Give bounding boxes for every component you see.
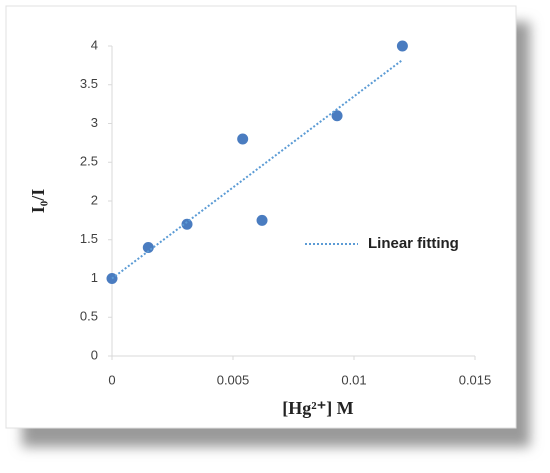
legend-label: Linear fitting <box>368 235 459 252</box>
y-tick-label: 0 <box>91 347 98 362</box>
x-tick-label: 0 <box>108 372 115 387</box>
y-tick-label: 2 <box>91 192 98 207</box>
y-tick-label: 0.5 <box>80 309 98 324</box>
trend-line <box>111 59 404 280</box>
y-tick-label: 2.5 <box>80 154 98 169</box>
y-tick-label: 1 <box>91 270 98 285</box>
x-tick-label: 0.015 <box>459 372 492 387</box>
x-axis-label: [Hg²⁺] M <box>282 398 353 418</box>
y-tick-label: 3 <box>91 115 98 130</box>
y-axis-label: I₀/I <box>28 189 48 213</box>
x-tick-label: 0.005 <box>217 372 250 387</box>
x-tick-label: 0.01 <box>341 372 366 387</box>
y-tick-label: 3.5 <box>80 76 98 91</box>
point <box>237 133 249 145</box>
point <box>181 218 193 230</box>
point <box>331 110 343 122</box>
y-tick-label: 1.5 <box>80 231 98 246</box>
point <box>256 214 268 226</box>
point <box>396 40 408 52</box>
y-tick-label: 4 <box>91 37 98 52</box>
